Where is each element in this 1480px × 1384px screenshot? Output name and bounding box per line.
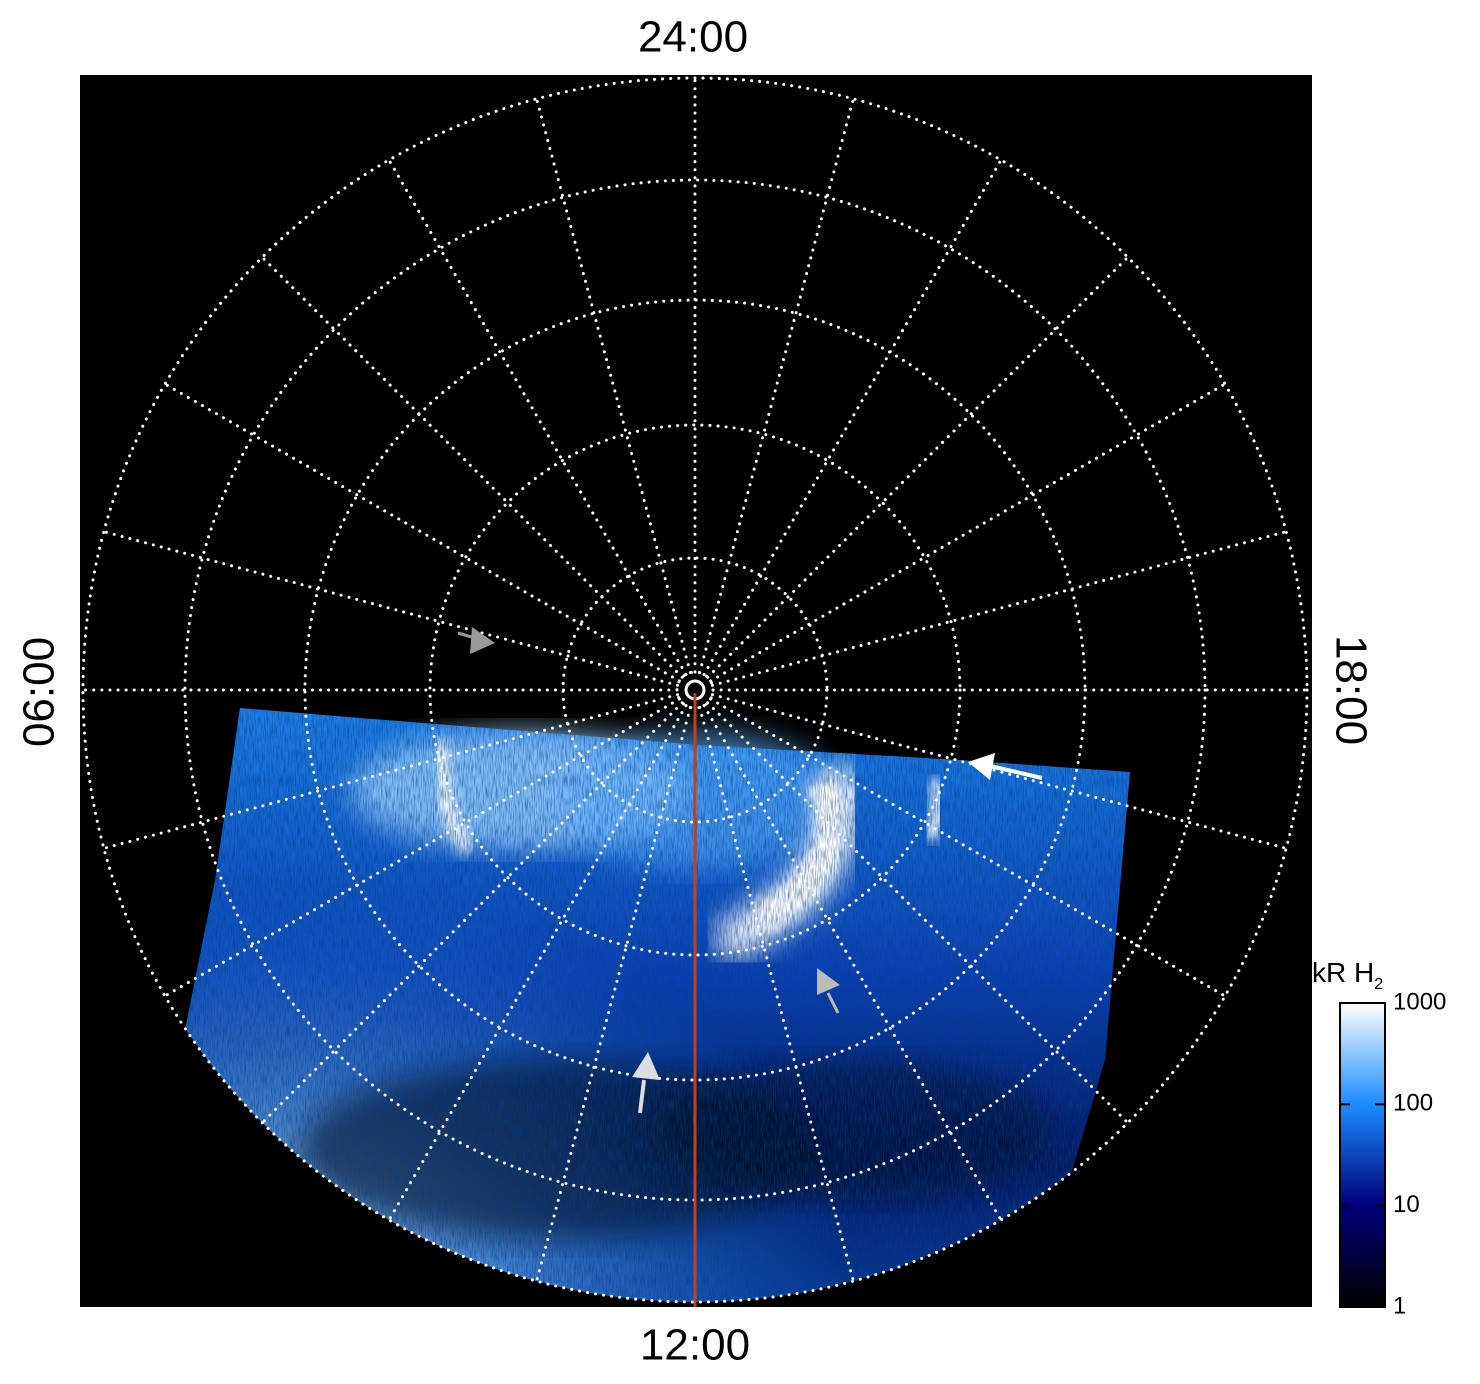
grid-radial [387, 704, 688, 1222]
grid-radial [702, 158, 1003, 676]
grid-radial [709, 697, 1227, 998]
angle-label: 24:00 [638, 13, 748, 62]
grid-radial [163, 382, 681, 683]
grid-radial [260, 255, 684, 679]
colorbar-tick-label: 100 [1393, 1090, 1433, 1117]
colorbar-tick-label: 1 [1393, 1292, 1406, 1319]
grid-radial [702, 704, 1003, 1222]
grid-radial [260, 701, 684, 1125]
colorbar-tick-label: 1000 [1393, 988, 1446, 1015]
arrows [457, 627, 1043, 1114]
colorbar-label-subscript: 2 [1374, 976, 1383, 993]
grid-radial [706, 255, 1130, 679]
grid-circle [81, 76, 1309, 1304]
grid-radial [535, 97, 692, 675]
grid-circle [428, 423, 962, 957]
grid-radial [163, 697, 681, 998]
grid-radial [710, 693, 1288, 850]
angle-label: 18:00 [1326, 635, 1375, 745]
grid-radial [698, 705, 855, 1283]
grid-radial [535, 705, 692, 1283]
grid-radial [709, 382, 1227, 683]
grid-radial [102, 530, 680, 687]
angle-label: 12:00 [640, 1321, 750, 1370]
colorbar-label-text: kR H [1312, 957, 1374, 988]
grid-radial [706, 701, 1130, 1125]
grid-radial [698, 97, 855, 675]
grid-radial [387, 158, 688, 676]
grid-radial [710, 530, 1288, 687]
colorbar-tick-label: 10 [1393, 1191, 1420, 1218]
aurora-image [180, 708, 1130, 1302]
angle-label: 06:00 [15, 637, 64, 747]
colorbar-label: kR H2 [1312, 957, 1383, 993]
colorbar [1339, 1002, 1386, 1308]
grid-radial [102, 693, 680, 850]
